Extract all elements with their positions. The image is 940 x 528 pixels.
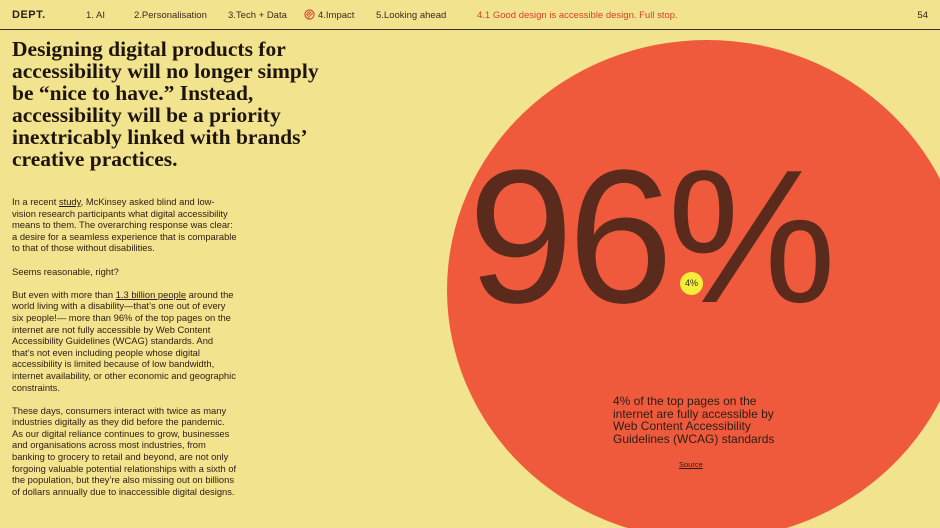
paragraph-billion: But even with more than 1.3 billion peop…	[12, 289, 237, 393]
paragraph-industries: These days, consumers interact with twic…	[12, 404, 237, 497]
top-nav-bar: DEPT. 1. AI 2.Personalisation 3.Tech + D…	[0, 0, 940, 30]
nav-item-impact[interactable]: 4.Impact	[318, 10, 355, 21]
body-text: In a recent study, McKinsey asked blind …	[12, 196, 237, 509]
nav-item-personalisation[interactable]: 2.Personalisation	[134, 10, 207, 21]
big-stat-number: 96%	[468, 131, 836, 343]
paragraph-text: In a recent	[12, 196, 59, 207]
headline: Designing digital products for accessibi…	[12, 37, 319, 171]
source-link[interactable]: Source	[679, 460, 703, 469]
paragraph-study: In a recent study, McKinsey asked blind …	[12, 196, 237, 254]
paragraph-text: around the world living with a disabilit…	[12, 288, 236, 393]
dept-logo[interactable]: DEPT.	[12, 9, 46, 21]
active-section-title[interactable]: 4.1 Good design is accessible design. Fu…	[477, 10, 678, 21]
paragraph-text: But even with more than	[12, 288, 116, 300]
billion-people-link[interactable]: 1.3 billion people	[115, 288, 187, 300]
study-link[interactable]: study	[58, 196, 81, 207]
paragraph-text: , McKinsey asked blind and low-vision re…	[12, 196, 237, 254]
nav-item-looking-ahead[interactable]: 5.Looking ahead	[376, 10, 447, 21]
stat-dot: 4%	[680, 272, 703, 295]
nav-item-ai[interactable]: 1. AI	[86, 10, 106, 21]
paragraph-reasonable: Seems reasonable, right?	[12, 265, 119, 277]
nav-item-tech-data[interactable]: 3.Tech + Data	[228, 10, 287, 21]
page-number: 54	[917, 10, 928, 21]
impact-icon	[304, 9, 315, 20]
stat-description: 4% of the top pages on the internet are …	[613, 394, 775, 446]
